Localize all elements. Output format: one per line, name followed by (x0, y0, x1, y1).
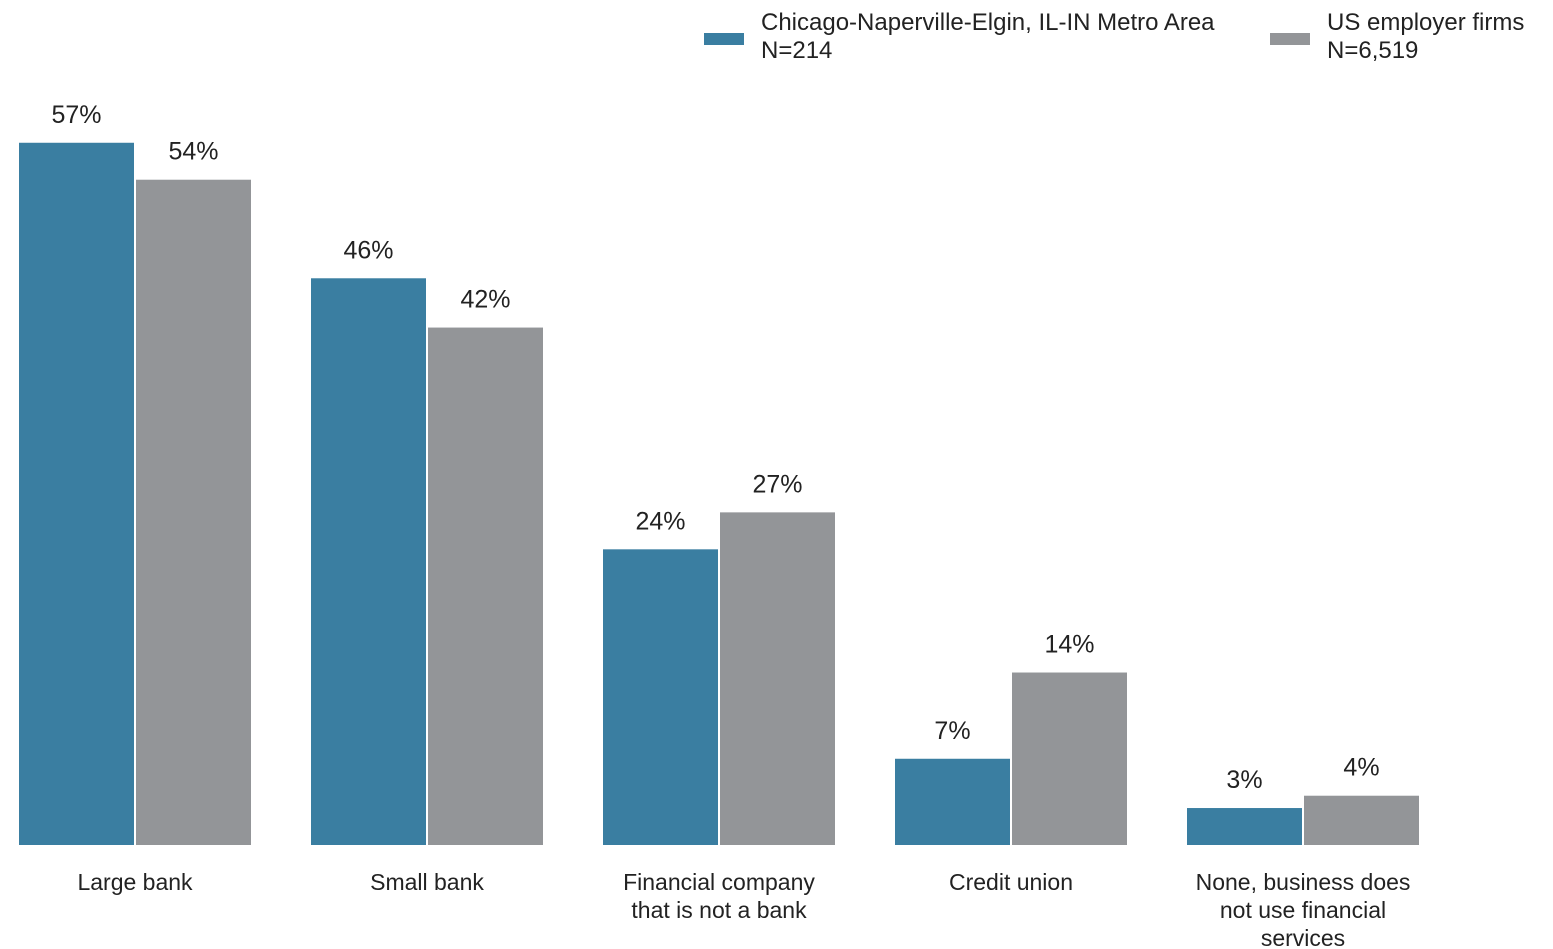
bar-s1-c2 (720, 512, 835, 845)
category-label-4-line-2: services (1261, 925, 1345, 949)
value-label-s0-c1: 46% (343, 236, 393, 264)
category-label-2-line-0: Financial company (623, 869, 815, 895)
legend-swatch-us (1270, 33, 1310, 45)
value-label-s0-c0: 57% (51, 101, 101, 129)
legend-label-metro: Chicago-Naperville-Elgin, IL-IN Metro Ar… (761, 9, 1215, 36)
category-labels: Large bank Small bank Financial companytha… (77, 869, 1410, 949)
value-label-s0-c4: 3% (1226, 766, 1262, 794)
category-label-3-line-0: Credit union (949, 869, 1073, 895)
category-label-4-line-0: None, business does (1196, 869, 1411, 895)
bar-s1-c3 (1012, 672, 1127, 845)
legend: Chicago-Naperville-Elgin, IL-IN Metro Ar… (704, 9, 1524, 64)
bar-s0-c1 (311, 278, 426, 845)
bar-s0-c0 (19, 142, 134, 845)
category-label-4-line-1: not use financial (1220, 897, 1386, 923)
bar-s1-c4 (1304, 795, 1419, 845)
bar-s0-c4 (1187, 808, 1302, 845)
category-label-0-line-0: Large bank (77, 869, 193, 895)
bar-s1-c0 (136, 179, 251, 846)
value-label-s1-c3: 14% (1044, 631, 1094, 659)
legend-swatch-metro (704, 33, 744, 45)
bar-s1-c1 (428, 327, 543, 845)
value-label-s1-c0: 54% (168, 138, 218, 166)
value-label-s1-c4: 4% (1343, 754, 1379, 782)
value-label-s0-c2: 24% (635, 507, 685, 535)
bar-s0-c3 (895, 758, 1010, 845)
value-label-s0-c3: 7% (934, 717, 970, 745)
value-label-s1-c1: 42% (460, 286, 510, 314)
legend-n-metro: N=214 (761, 37, 832, 64)
category-label-2-line-1: that is not a bank (631, 897, 807, 923)
legend-n-us: N=6,519 (1327, 37, 1418, 64)
value-labels: 57% 54% 46% 42% 24% 27% 7% 14% 3% 4% (51, 101, 1379, 794)
bar-s0-c2 (603, 549, 718, 845)
bars (19, 142, 1419, 846)
value-label-s1-c2: 27% (752, 470, 802, 498)
legend-label-us: US employer firms (1327, 9, 1524, 36)
category-label-1-line-0: Small bank (370, 869, 484, 895)
